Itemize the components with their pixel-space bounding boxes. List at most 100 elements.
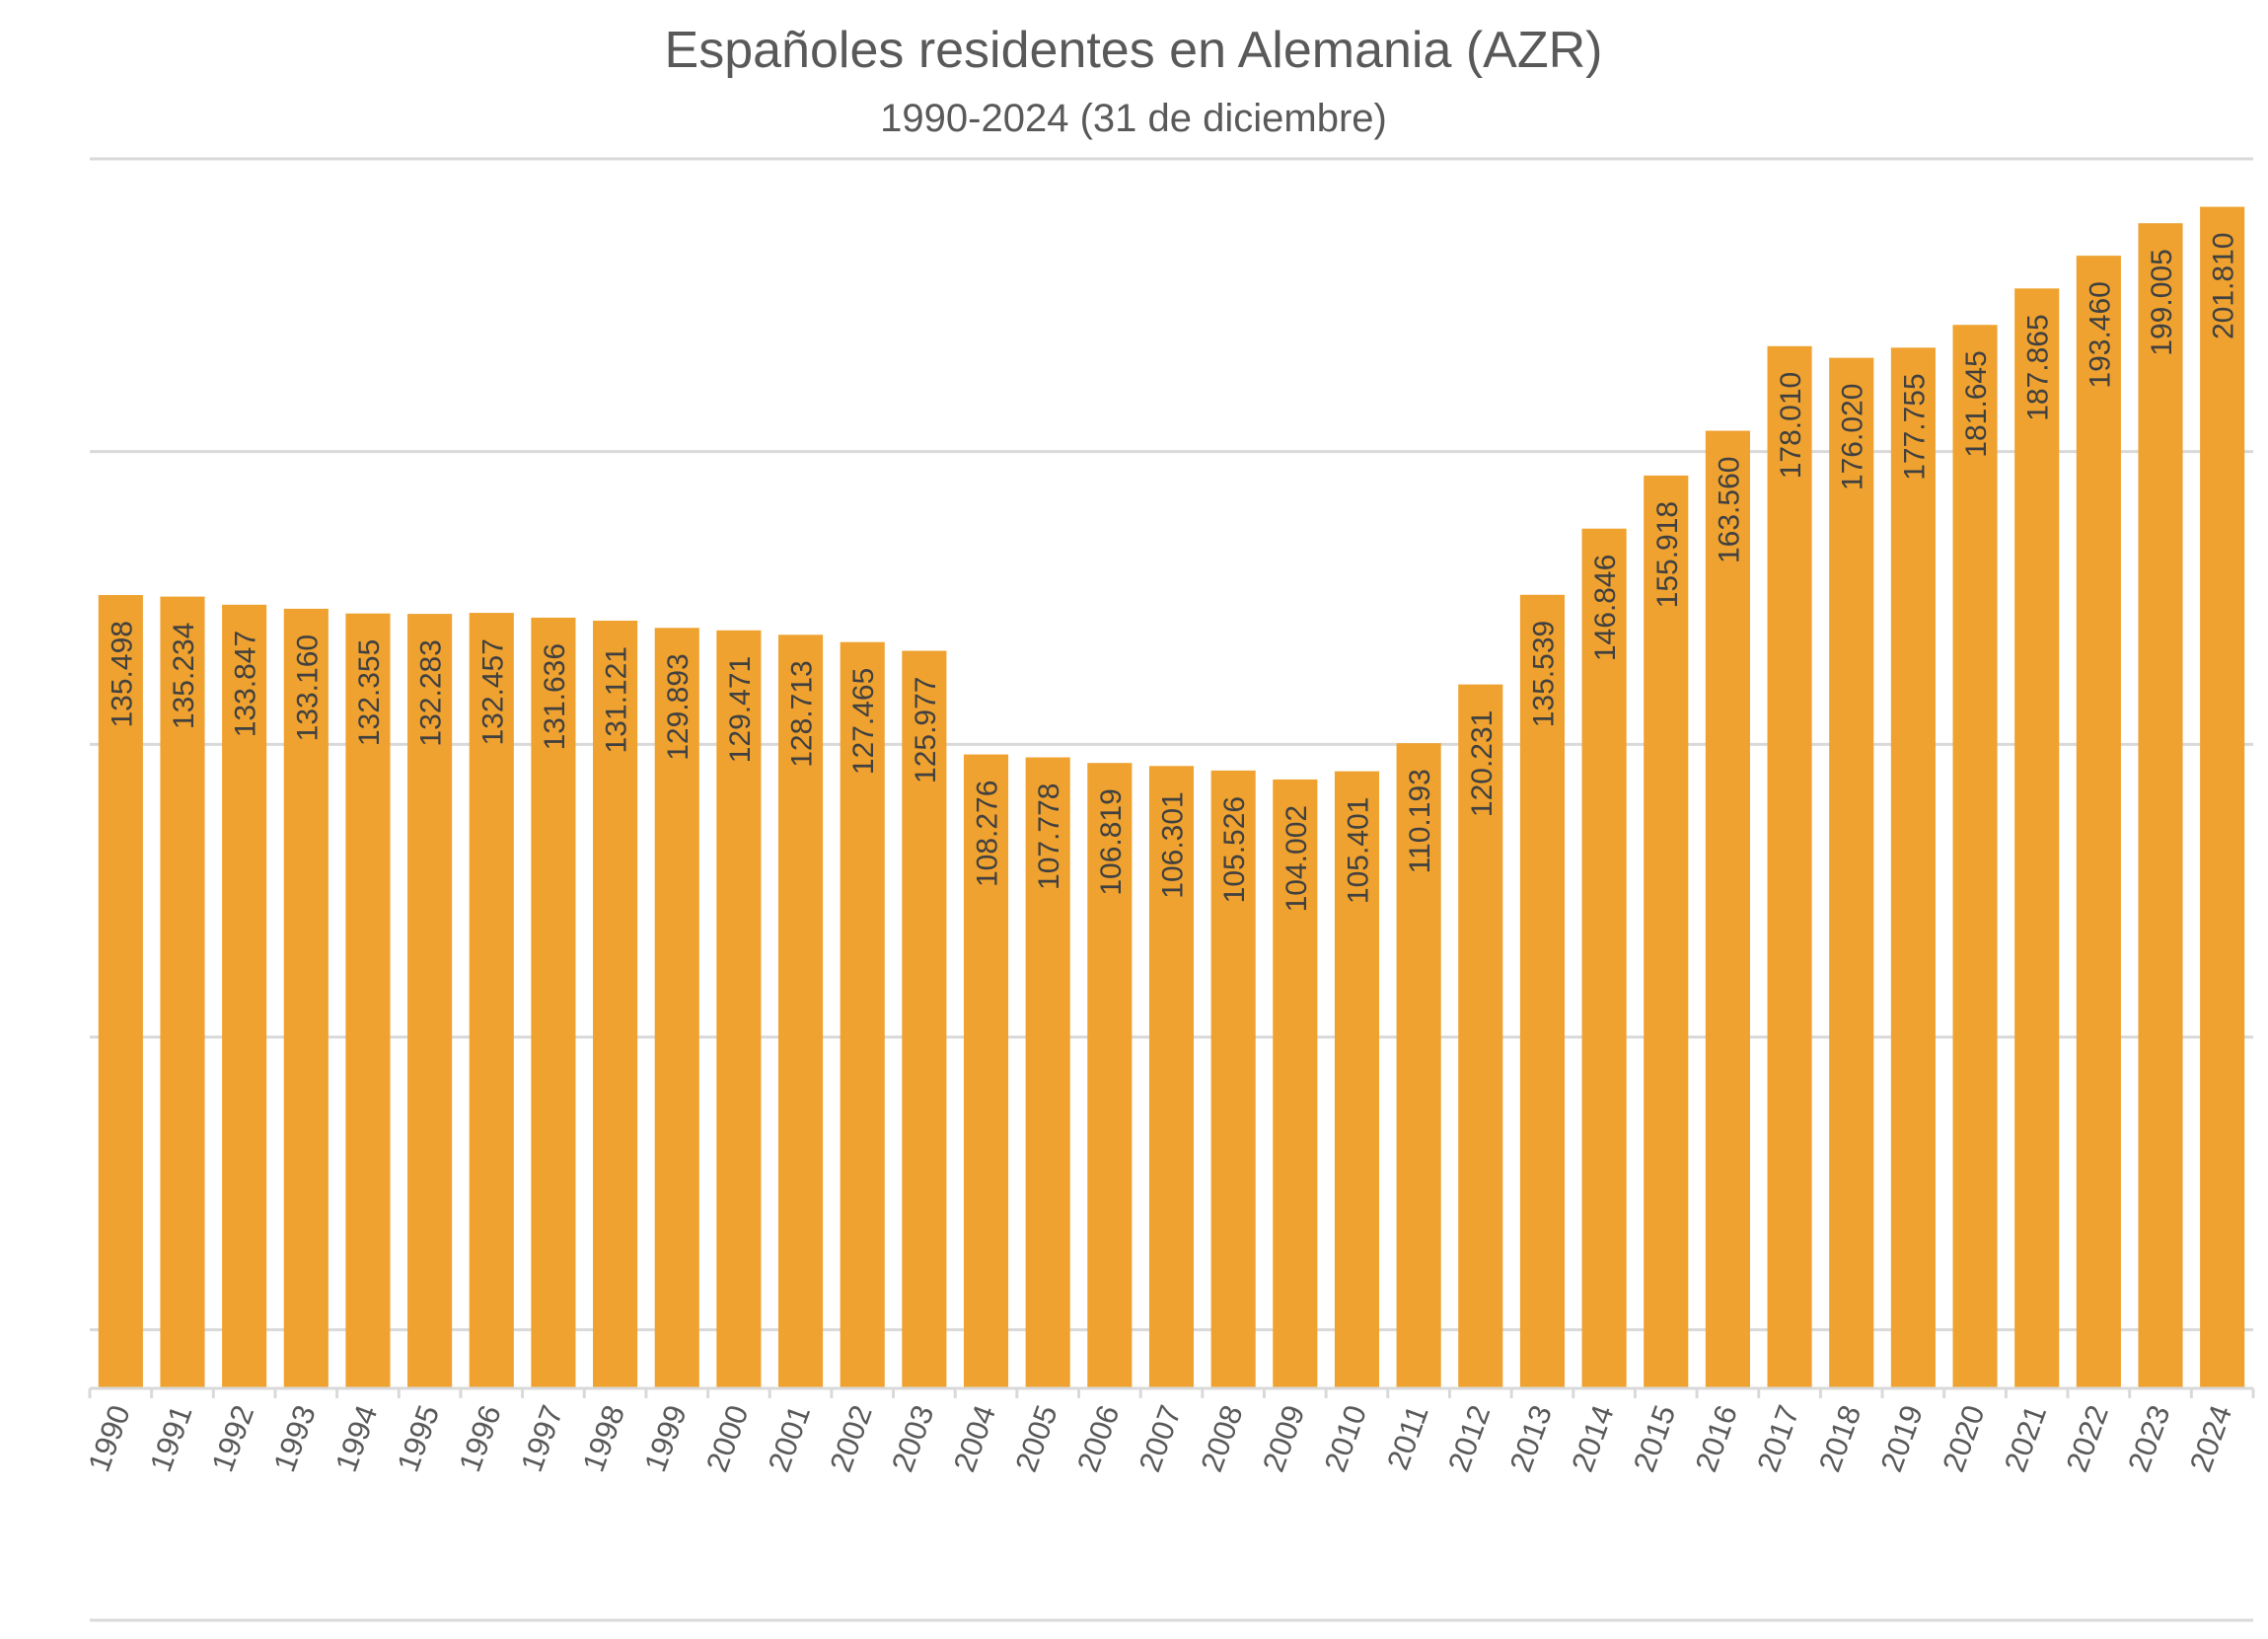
chart-subtitle: 1990-2024 (31 de diciembre): [880, 97, 1387, 140]
data-label-1997: 131.636: [539, 643, 571, 750]
x-tick-label-2010: 2010: [1318, 1400, 1373, 1476]
bar-1990: [98, 595, 143, 1388]
bars: [98, 206, 2245, 1389]
x-tick-label-2011: 2011: [1380, 1400, 1435, 1474]
bar-2022: [2076, 256, 2121, 1388]
x-tick-label-1990: 1990: [81, 1400, 136, 1476]
bar-2000: [716, 630, 762, 1388]
bar-1999: [654, 628, 699, 1388]
data-label-2002: 127.465: [847, 668, 880, 775]
bar-2006: [1087, 763, 1133, 1388]
bar-2021: [2014, 288, 2060, 1388]
data-label-1998: 131.121: [601, 646, 633, 753]
x-tick-label-2001: 2001: [762, 1400, 817, 1476]
data-label-2011: 110.193: [1404, 769, 1436, 873]
x-tick-label-2023: 2023: [2121, 1400, 2176, 1476]
data-label-2014: 146.846: [1589, 555, 1622, 661]
x-tick-label-2009: 2009: [1256, 1400, 1311, 1476]
x-tick-label-1997: 1997: [514, 1400, 569, 1476]
data-label-1999: 129.893: [662, 653, 695, 760]
bar-2017: [1767, 345, 1812, 1388]
bar-2007: [1148, 766, 1195, 1388]
data-label-2006: 106.819: [1095, 788, 1128, 895]
bar-2014: [1581, 528, 1627, 1388]
chart-title: Españoles residentes en Alemania (AZR): [665, 22, 1603, 79]
bar-2016: [1705, 430, 1750, 1388]
data-label-2021: 187.865: [2022, 314, 2055, 420]
x-tick-label-2020: 2020: [1936, 1400, 1991, 1476]
data-label-1996: 132.457: [476, 638, 509, 745]
data-label-2001: 128.713: [786, 660, 819, 767]
data-label-2007: 106.301: [1157, 791, 1190, 898]
data-labels: 135.498 135.234 133.847 133.160 132.355 132.2…: [106, 233, 2239, 913]
bar-1991: [160, 596, 205, 1388]
x-tick-label-2006: 2006: [1070, 1400, 1126, 1476]
data-label-2020: 181.645: [1960, 350, 1993, 457]
x-tick-label-2012: 2012: [1441, 1400, 1497, 1476]
bar-2015: [1644, 475, 1689, 1388]
x-tick-label-1992: 1992: [205, 1400, 260, 1476]
x-axis: 1990 1991 1992 1993 1994 1995 1996 1997 1998 1999…: [81, 1386, 2255, 1476]
x-tick-label-2013: 2013: [1503, 1400, 1559, 1476]
data-label-2003: 125.977: [910, 677, 942, 783]
data-label-2009: 104.002: [1280, 805, 1313, 912]
bar-2011: [1396, 743, 1441, 1388]
data-label-2008: 105.526: [1218, 796, 1251, 903]
bar-2004: [963, 754, 1009, 1388]
data-label-2012: 120.231: [1466, 710, 1499, 817]
data-label-2000: 129.471: [724, 656, 757, 763]
x-tick-label-2018: 2018: [1812, 1400, 1867, 1476]
data-label-2017: 178.010: [1775, 372, 1807, 479]
bar-2009: [1273, 779, 1318, 1388]
x-tick-label-1993: 1993: [266, 1400, 322, 1476]
data-label-2019: 177.755: [1898, 373, 1931, 480]
data-label-2022: 193.460: [2084, 281, 2116, 388]
bar-1995: [407, 614, 453, 1388]
x-tick-label-1994: 1994: [329, 1400, 384, 1476]
data-label-1995: 132.283: [415, 639, 448, 746]
bar-2013: [1519, 594, 1565, 1388]
x-tick-label-2019: 2019: [1873, 1400, 1929, 1476]
data-label-2018: 176.020: [1837, 384, 1869, 490]
x-tick-label-2008: 2008: [1194, 1400, 1249, 1476]
data-label-1992: 133.847: [230, 631, 262, 737]
data-label-2024: 201.810: [2208, 233, 2240, 339]
bar-2001: [778, 634, 824, 1388]
x-tick-label-1999: 1999: [637, 1400, 693, 1476]
bar-2005: [1025, 757, 1070, 1388]
data-label-2016: 163.560: [1713, 457, 1745, 563]
x-tick-label-2021: 2021: [1998, 1400, 2053, 1476]
x-tick-label-1991: 1991: [143, 1400, 198, 1476]
bar-1992: [222, 604, 267, 1388]
bar-2003: [902, 650, 947, 1388]
data-label-2005: 107.778: [1033, 783, 1065, 890]
x-tick-label-1996: 1996: [452, 1400, 507, 1476]
data-label-2023: 199.005: [2146, 249, 2178, 355]
bar-2024: [2200, 206, 2245, 1388]
bar-2008: [1210, 770, 1256, 1388]
x-tick-label-2000: 2000: [699, 1400, 755, 1476]
data-label-1990: 135.498: [106, 621, 138, 727]
x-tick-label-2024: 2024: [2183, 1400, 2238, 1476]
bar-1996: [469, 613, 514, 1388]
data-label-2004: 108.276: [972, 781, 1004, 887]
x-tick-label-2014: 2014: [1565, 1400, 1620, 1476]
x-tick-label-2016: 2016: [1689, 1400, 1744, 1476]
data-label-2015: 155.918: [1651, 501, 1684, 608]
x-tick-label-2004: 2004: [947, 1400, 1002, 1476]
x-tick-label-2005: 2005: [1008, 1400, 1063, 1476]
x-tick-label-2017: 2017: [1750, 1400, 1805, 1476]
bar-2020: [1952, 325, 1998, 1389]
bar-2002: [840, 641, 885, 1388]
bar-1993: [283, 608, 329, 1388]
x-tick-label-2007: 2007: [1133, 1400, 1188, 1476]
data-label-1993: 133.160: [291, 634, 324, 741]
x-tick-label-2015: 2015: [1627, 1400, 1682, 1476]
bar-2019: [1890, 347, 1936, 1389]
bar-2018: [1829, 357, 1874, 1389]
x-tick-label-2022: 2022: [2059, 1400, 2114, 1476]
bar-2010: [1334, 771, 1380, 1388]
x-tick-label-1995: 1995: [391, 1400, 446, 1476]
bar-2023: [2138, 223, 2183, 1388]
